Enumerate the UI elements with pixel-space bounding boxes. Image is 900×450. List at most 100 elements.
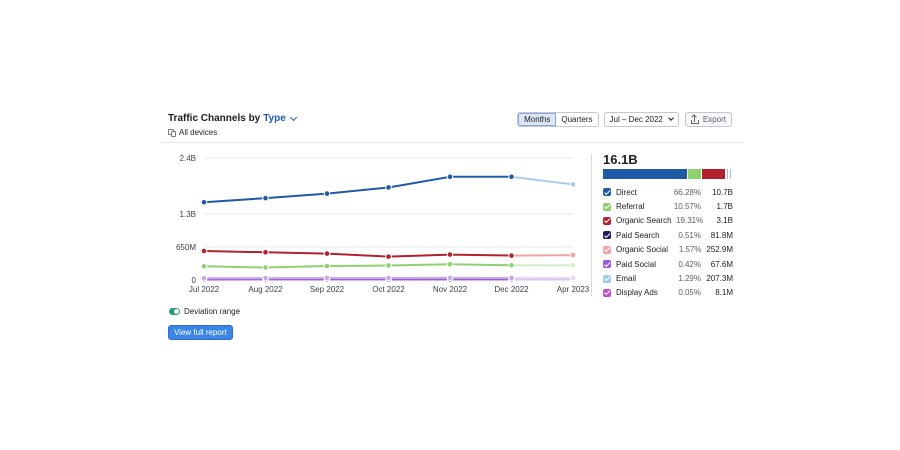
data-point[interactable] (323, 262, 331, 270)
traffic-channels-widget: Traffic Channels by Type All devices Mon… (160, 108, 744, 348)
chevron-down-icon (289, 113, 297, 121)
chevron-down-icon (668, 115, 674, 121)
data-point[interactable] (200, 198, 208, 206)
data-point[interactable] (262, 248, 269, 256)
type-selector[interactable]: Type (263, 113, 297, 124)
channel-value: 3.1B (716, 216, 733, 226)
widget-title-prefix: Traffic Channels by (168, 113, 261, 124)
data-point[interactable] (385, 262, 392, 269)
channel-share: 0.42% (678, 259, 701, 269)
channel-checkbox[interactable] (603, 216, 611, 225)
chart-grid (204, 157, 573, 281)
legend-item: Paid Search 0.51% 81.8M (603, 228, 733, 242)
channel-checkbox[interactable] (603, 202, 611, 211)
channel-name: Paid Social (616, 259, 657, 269)
chart-legend-separator (591, 154, 592, 296)
legend-item: Display Ads 0.05% 8.1M (603, 286, 733, 300)
data-point[interactable] (508, 252, 515, 259)
data-point[interactable] (262, 194, 269, 202)
data-point[interactable] (262, 264, 269, 271)
export-label: Export (702, 115, 726, 124)
channel-value: 252.9M (706, 245, 733, 255)
data-point[interactable] (508, 274, 515, 282)
chart-controls: Months Quarters Jul – Dec 2022 Export (517, 112, 732, 127)
x-tick-label: Oct 2022 (372, 285, 405, 294)
channel-checkbox[interactable] (603, 288, 611, 297)
channel-value: 67.6M (710, 259, 733, 269)
view-full-report-button[interactable]: View full report (168, 325, 233, 340)
data-point[interactable] (508, 173, 515, 181)
series-line (203, 250, 512, 258)
channel-checkbox[interactable] (603, 274, 611, 283)
legend-item: Organic Social 1.57% 252.9M (603, 243, 733, 257)
data-point[interactable] (200, 247, 208, 255)
data-point[interactable] (323, 250, 331, 257)
share-segment-organic-social (727, 169, 730, 179)
data-point[interactable] (569, 251, 577, 259)
share-segment-paid-search (726, 169, 728, 179)
channel-share: 0.05% (678, 288, 701, 298)
data-point[interactable] (200, 262, 208, 270)
deviation-toggle[interactable] (169, 308, 180, 315)
channel-checkbox[interactable] (603, 188, 611, 197)
data-point[interactable] (385, 253, 392, 260)
channel-checkbox[interactable] (603, 231, 611, 240)
share-segment-referral (688, 169, 702, 179)
data-point[interactable] (446, 260, 454, 268)
share-segment-display-ads (732, 169, 733, 179)
quarters-button[interactable]: Quarters (556, 113, 598, 126)
share-segment-email (730, 169, 732, 179)
date-range-dropdown[interactable]: Jul – Dec 2022 (603, 112, 679, 127)
months-button[interactable]: Months (518, 113, 557, 126)
data-point[interactable] (446, 173, 454, 181)
data-point[interactable] (446, 274, 454, 282)
channel-checkbox[interactable] (603, 245, 611, 254)
channel-share: 0.51% (678, 230, 701, 240)
series-line (203, 263, 512, 269)
x-tick-label: Sep 2022 (310, 285, 345, 294)
devices-filter[interactable]: All devices (168, 128, 217, 137)
data-point[interactable] (385, 274, 392, 282)
y-tick-label: 0 (192, 276, 197, 285)
legend-item: Organic Search 19.31% 3.1B (603, 214, 733, 228)
widget-title: Traffic Channels by Type (168, 113, 297, 124)
devices-label: All devices (179, 128, 218, 137)
channel-value: 207.3M (706, 274, 733, 284)
data-point[interactable] (385, 184, 392, 191)
header-divider (160, 142, 744, 143)
channel-name: Paid Search (616, 230, 660, 240)
data-point[interactable] (569, 181, 577, 188)
y-tick-label: 650M (176, 243, 196, 252)
channel-name: Display Ads (616, 288, 658, 298)
data-point[interactable] (200, 274, 208, 282)
x-tick-label: Jul 2022 (189, 285, 220, 294)
channel-name: Organic Search (616, 216, 672, 226)
x-tick-label: Apr 2023 (557, 285, 590, 294)
data-point[interactable] (508, 261, 515, 269)
legend-item: Direct 66.28% 10.7B (603, 185, 733, 199)
channel-value: 8.1M (715, 288, 733, 298)
channel-share: 19.31% (676, 216, 704, 226)
data-point[interactable] (323, 274, 331, 282)
export-button[interactable]: Export (684, 112, 732, 127)
channel-value: 1.7B (716, 202, 733, 212)
deviation-label: Deviation range (184, 307, 241, 316)
data-point[interactable] (262, 274, 269, 282)
series-forecast-line (511, 175, 574, 186)
y-tick-label: 1.3B (180, 210, 196, 219)
data-point[interactable] (323, 190, 331, 197)
channel-checkbox[interactable] (603, 260, 611, 269)
data-point[interactable] (569, 274, 577, 282)
series-forecast-line (511, 254, 574, 257)
data-point[interactable] (446, 251, 454, 258)
channel-name: Direct (616, 187, 637, 197)
share-segment-organic-search (701, 169, 727, 179)
share-segment-paid-social (729, 169, 731, 179)
channel-value: 81.8M (710, 230, 733, 240)
y-tick-label: 2.4B (180, 154, 196, 163)
data-point[interactable] (569, 261, 577, 269)
chart-series (200, 173, 577, 283)
legend-item: Paid Social 0.42% 67.6M (603, 257, 733, 271)
